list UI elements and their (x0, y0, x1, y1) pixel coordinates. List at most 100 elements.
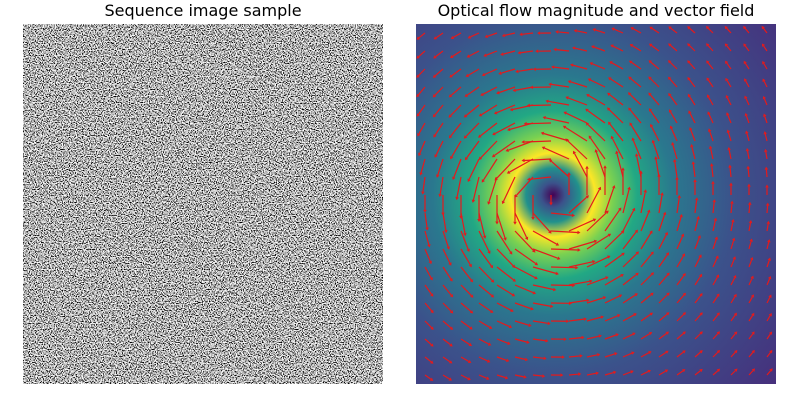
arrow-head (699, 312, 703, 316)
arrow-head (682, 312, 686, 316)
flow-arrow (544, 147, 570, 160)
flow-arrow (587, 124, 606, 142)
flow-arrow (730, 314, 736, 322)
flow-arrow (496, 230, 512, 253)
flow-arrow (676, 216, 682, 232)
arrow-head (512, 88, 516, 92)
arrow-head (561, 355, 565, 359)
flow-arrow (467, 68, 480, 76)
flow-arrow (568, 299, 587, 304)
flow-arrow (676, 255, 684, 268)
arrow-head (565, 138, 569, 142)
flow-arrow (631, 45, 642, 52)
flow-arrow (480, 122, 498, 137)
flow-arrow (478, 356, 488, 362)
arrow-head (585, 195, 589, 199)
arrow-head (534, 262, 539, 266)
flow-arrow (712, 239, 717, 250)
arrow-head (732, 256, 736, 260)
arrow-head (650, 123, 654, 128)
arrow-head (687, 43, 691, 47)
flow-arrow (630, 124, 642, 142)
flow-arrow (565, 112, 588, 124)
flow-arrow (640, 253, 653, 268)
flow-arrow (658, 254, 668, 268)
flow-arrow (640, 212, 650, 232)
flow-arrow (460, 212, 466, 234)
arrow-head (649, 230, 653, 234)
flow-arrow (669, 61, 678, 70)
arrow-head (509, 107, 514, 112)
arrow-head (761, 25, 765, 30)
flow-arrow (460, 338, 470, 345)
arrow-head (609, 61, 613, 65)
arrow-head (545, 99, 549, 104)
flow-arrow (503, 50, 516, 55)
flow-arrow (748, 204, 751, 214)
arrow-head (634, 229, 638, 234)
arrow-head (682, 350, 686, 354)
flow-arrow (424, 248, 431, 262)
arrow-head (648, 351, 652, 355)
flow-arrow (674, 161, 678, 178)
flow-arrow (622, 294, 636, 304)
flow-arrow (636, 156, 642, 178)
arrow-head (664, 369, 669, 373)
flow-arrow (567, 140, 588, 160)
arrow-head (751, 331, 755, 335)
arrow-head (647, 369, 651, 374)
arrow-head (450, 155, 454, 160)
arrow-head (668, 93, 672, 97)
flow-arrow (629, 109, 642, 124)
flow-arrow (744, 63, 750, 70)
arrow-head (529, 85, 534, 90)
flow-arrow (435, 140, 444, 156)
arrow-head (691, 161, 696, 165)
arrow-head (555, 271, 559, 276)
arrow-head (449, 293, 454, 298)
arrow-head (508, 324, 513, 329)
arrow-head (633, 313, 637, 317)
arrow-head (639, 170, 643, 174)
arrow-head (767, 275, 772, 280)
arrow-head (430, 309, 434, 314)
arrow-head (465, 73, 470, 77)
flow-arrow (442, 374, 450, 380)
arrow-head (560, 373, 564, 377)
arrow-head (417, 132, 421, 137)
arrow-head (493, 111, 498, 115)
arrow-head (563, 337, 567, 341)
arrow-head (528, 323, 532, 327)
flow-arrow (434, 86, 444, 96)
flow-arrow (766, 333, 771, 340)
arrow-head (491, 154, 496, 158)
flow-arrow (592, 63, 606, 70)
flow-arrow (434, 104, 444, 116)
arrow-head (470, 294, 474, 298)
arrow-head (747, 183, 751, 187)
flow-arrow (676, 313, 685, 322)
arrow-head (768, 331, 773, 335)
flow-arrow (469, 50, 480, 57)
arrow-head (596, 353, 601, 357)
flow-arrow (532, 302, 551, 307)
arrow-head (595, 371, 599, 376)
flow-arrow (730, 240, 735, 250)
arrow-head (699, 273, 703, 278)
arrow-head (726, 129, 731, 133)
arrow-head (448, 262, 452, 266)
flow-arrow (595, 29, 606, 34)
flow-arrow (422, 176, 426, 192)
arrow-head (588, 135, 592, 139)
flow-arrow (766, 205, 769, 214)
flow-arrow (764, 133, 768, 142)
arrow-head (429, 360, 434, 364)
flow-arrow (590, 79, 606, 88)
flow-arrow (707, 27, 714, 34)
flow-arrow (482, 158, 498, 181)
arrow-head (421, 191, 425, 195)
flow-arrow (550, 248, 578, 251)
flow-arrow (456, 176, 462, 198)
arrow-head (489, 309, 494, 313)
flow-arrow (640, 313, 651, 322)
